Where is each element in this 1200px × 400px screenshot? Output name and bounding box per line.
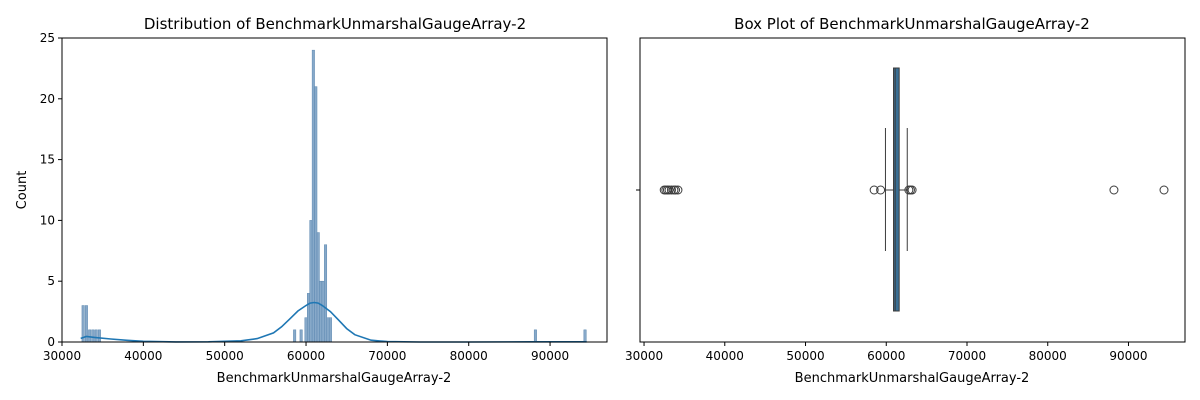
boxplot-x-ticks: 30000 40000 50000 60000 70000 80000 90000 xyxy=(625,342,1148,363)
outlier-point xyxy=(876,185,886,195)
histogram-x-ticks: 30000 40000 50000 60000 70000 80000 90000 xyxy=(43,342,569,363)
boxplot-panel: Box Plot of BenchmarkUnmarshalGaugeArray… xyxy=(625,15,1186,386)
outlier-point xyxy=(673,185,683,195)
outlier-point xyxy=(1159,185,1169,195)
outlier-point xyxy=(869,185,879,195)
outlier-point xyxy=(671,185,681,195)
outlier-point xyxy=(664,185,674,195)
histogram-bar xyxy=(91,329,95,343)
x-tick-label: 40000 xyxy=(706,349,744,363)
histogram-bar xyxy=(533,329,537,343)
x-tick-label: 80000 xyxy=(1029,349,1067,363)
boxplot-outliers xyxy=(659,185,1169,195)
boxplot-title: Box Plot of BenchmarkUnmarshalGaugeArray… xyxy=(734,15,1090,33)
x-tick-label: 70000 xyxy=(368,349,406,363)
histogram-bar xyxy=(314,86,318,343)
histogram-bar xyxy=(319,280,323,343)
y-tick-label: 5 xyxy=(47,274,55,288)
histogram-bar xyxy=(316,232,320,343)
histogram-bar xyxy=(293,329,297,343)
histogram-bar xyxy=(304,317,308,343)
outlier-point xyxy=(907,185,917,195)
x-tick-label: 50000 xyxy=(786,349,824,363)
boxplot-body xyxy=(884,67,908,312)
boxplot-axes-frame xyxy=(639,37,1186,343)
y-tick-label: 10 xyxy=(40,213,55,227)
outlier-point xyxy=(1109,185,1119,195)
histogram-bar xyxy=(307,293,310,343)
histogram-bar xyxy=(324,244,328,343)
histogram-panel: Distribution of BenchmarkUnmarshalGaugeA… xyxy=(15,15,608,386)
histogram-bar xyxy=(97,329,101,343)
x-tick-label: 90000 xyxy=(1109,349,1147,363)
histogram-bar xyxy=(299,329,303,343)
iqr-box xyxy=(893,67,900,312)
histogram-axes-frame xyxy=(61,37,608,343)
histogram-title: Distribution of BenchmarkUnmarshalGaugeA… xyxy=(144,15,526,33)
kde-curve xyxy=(80,301,587,343)
boxplot-x-label: BenchmarkUnmarshalGaugeArray-2 xyxy=(795,371,1030,386)
outlier-point xyxy=(666,185,676,195)
x-tick-label: 90000 xyxy=(531,349,569,363)
histogram-bar xyxy=(311,49,315,343)
histogram-y-ticks: 0 5 10 15 20 25 xyxy=(40,31,62,349)
histogram-bar xyxy=(88,329,92,343)
x-tick-label: 40000 xyxy=(124,349,162,363)
y-tick-label: 25 xyxy=(40,31,55,45)
histogram-bar xyxy=(309,220,313,343)
histogram-x-label: BenchmarkUnmarshalGaugeArray-2 xyxy=(217,371,452,386)
histogram-y-label: Count xyxy=(15,171,30,210)
y-tick-label: 15 xyxy=(40,153,55,167)
x-tick-label: 50000 xyxy=(206,349,244,363)
histogram-bars xyxy=(81,49,587,343)
x-tick-label: 70000 xyxy=(948,349,986,363)
x-tick-label: 80000 xyxy=(450,349,488,363)
histogram-bar xyxy=(326,317,330,343)
x-tick-label: 30000 xyxy=(625,349,663,363)
histogram-bar xyxy=(321,280,325,343)
y-tick-label: 20 xyxy=(40,92,55,106)
histogram-bar xyxy=(583,329,587,343)
x-tick-label: 60000 xyxy=(867,349,905,363)
x-tick-label: 60000 xyxy=(287,349,325,363)
x-tick-label: 30000 xyxy=(43,349,81,363)
histogram-bar xyxy=(328,317,332,343)
y-tick-label: 0 xyxy=(47,335,55,349)
histogram-bar xyxy=(94,329,98,343)
